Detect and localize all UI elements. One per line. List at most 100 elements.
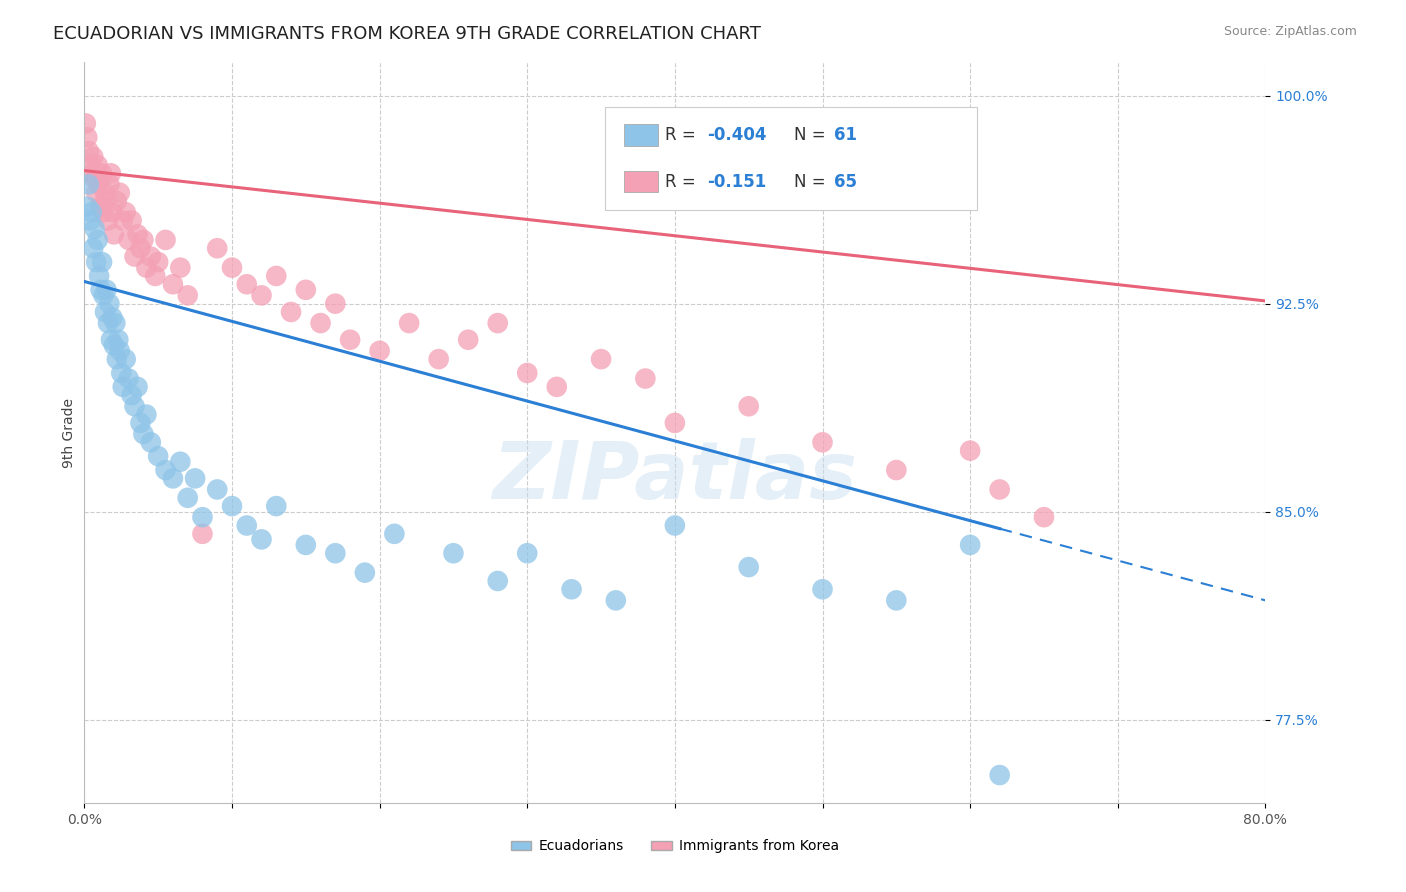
Point bbox=[98, 296, 121, 310]
Point bbox=[886, 463, 908, 477]
Point bbox=[75, 116, 97, 130]
Point bbox=[457, 333, 479, 347]
Point bbox=[811, 435, 834, 450]
Point bbox=[93, 288, 115, 302]
Point bbox=[135, 260, 157, 275]
Point bbox=[82, 241, 104, 255]
Point bbox=[127, 227, 149, 242]
Point bbox=[111, 213, 134, 227]
Point bbox=[98, 178, 121, 192]
Text: 65: 65 bbox=[834, 173, 856, 191]
Point bbox=[124, 399, 146, 413]
Point bbox=[83, 172, 105, 186]
Point bbox=[101, 310, 124, 325]
Point bbox=[443, 546, 465, 560]
Point bbox=[79, 213, 101, 227]
Point bbox=[516, 546, 538, 560]
Point bbox=[94, 186, 117, 200]
Point bbox=[605, 593, 627, 607]
Point bbox=[100, 333, 122, 347]
Point bbox=[132, 233, 155, 247]
Text: Source: ZipAtlas.com: Source: ZipAtlas.com bbox=[1223, 25, 1357, 38]
Point bbox=[664, 416, 686, 430]
Text: ECUADORIAN VS IMMIGRANTS FROM KOREA 9TH GRADE CORRELATION CHART: ECUADORIAN VS IMMIGRANTS FROM KOREA 9TH … bbox=[53, 25, 761, 43]
Point bbox=[427, 352, 450, 367]
Text: N =: N = bbox=[794, 126, 831, 144]
Point bbox=[959, 538, 981, 552]
Point bbox=[738, 560, 761, 574]
Point bbox=[80, 205, 103, 219]
Point bbox=[486, 574, 509, 588]
Point bbox=[84, 255, 107, 269]
Point bbox=[87, 268, 111, 283]
Point bbox=[107, 333, 129, 347]
Point bbox=[339, 333, 361, 347]
Point bbox=[738, 399, 761, 413]
Point bbox=[114, 352, 136, 367]
Point bbox=[129, 241, 152, 255]
Point bbox=[155, 463, 177, 477]
Point bbox=[561, 582, 583, 597]
Point bbox=[988, 483, 1011, 497]
Point bbox=[177, 288, 200, 302]
Point bbox=[207, 483, 229, 497]
Point bbox=[177, 491, 200, 505]
Point bbox=[634, 371, 657, 385]
Point bbox=[811, 582, 834, 597]
Point bbox=[96, 194, 118, 208]
Point bbox=[111, 380, 134, 394]
Point bbox=[139, 435, 162, 450]
Point bbox=[124, 250, 146, 264]
Point bbox=[382, 526, 406, 541]
Point bbox=[121, 388, 143, 402]
Point bbox=[103, 227, 125, 242]
Point bbox=[169, 260, 191, 275]
Point bbox=[127, 380, 149, 394]
Point bbox=[266, 268, 288, 283]
Point bbox=[1033, 510, 1056, 524]
Text: R =: R = bbox=[665, 126, 702, 144]
Point bbox=[368, 343, 391, 358]
Point bbox=[325, 296, 347, 310]
Point bbox=[280, 305, 302, 319]
Point bbox=[105, 194, 128, 208]
Point bbox=[80, 166, 103, 180]
Point bbox=[83, 222, 105, 236]
Point bbox=[266, 499, 288, 513]
Text: N =: N = bbox=[794, 173, 831, 191]
Point bbox=[221, 260, 243, 275]
Point bbox=[191, 526, 214, 541]
Point bbox=[295, 283, 318, 297]
Point bbox=[82, 150, 104, 164]
Point bbox=[76, 200, 98, 214]
Point bbox=[236, 277, 259, 292]
Point bbox=[236, 518, 259, 533]
Point bbox=[959, 443, 981, 458]
Point bbox=[114, 205, 136, 219]
Point bbox=[110, 366, 132, 380]
Point bbox=[486, 316, 509, 330]
Text: -0.151: -0.151 bbox=[707, 173, 766, 191]
Point bbox=[105, 352, 128, 367]
Point bbox=[169, 455, 191, 469]
Point bbox=[87, 178, 111, 192]
Point bbox=[121, 213, 143, 227]
Text: R =: R = bbox=[665, 173, 706, 191]
Point bbox=[118, 233, 141, 247]
Point bbox=[162, 277, 184, 292]
Point bbox=[96, 283, 118, 297]
Point bbox=[162, 471, 184, 485]
Point bbox=[250, 533, 273, 547]
Point bbox=[295, 538, 318, 552]
Point bbox=[354, 566, 377, 580]
Point bbox=[90, 200, 112, 214]
Point bbox=[988, 768, 1011, 782]
Point bbox=[132, 427, 155, 442]
Point bbox=[143, 268, 166, 283]
Point bbox=[309, 316, 332, 330]
Text: ZIPatlas: ZIPatlas bbox=[492, 438, 858, 516]
Point bbox=[91, 166, 114, 180]
Point bbox=[97, 316, 120, 330]
Point bbox=[886, 593, 908, 607]
Point bbox=[325, 546, 347, 560]
